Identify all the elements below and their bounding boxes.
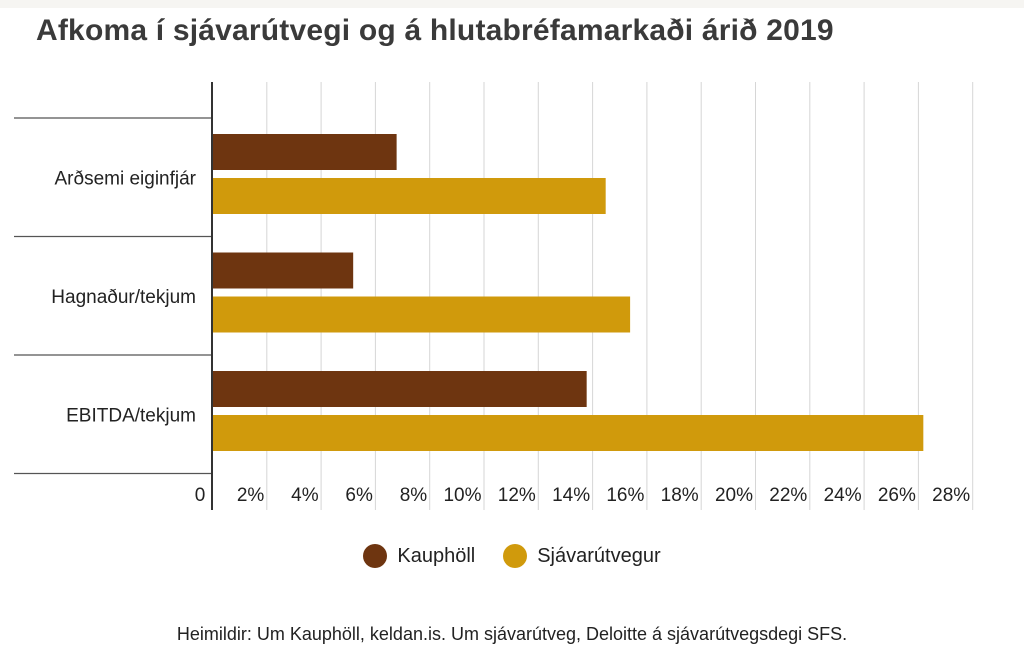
bar <box>212 296 631 333</box>
bar-chart: Arðsemi eiginfjár Hagnaður/tekjum EBITDA/t… <box>14 82 974 510</box>
source-note: Heimildir: Um Kauphöll, keldan.is. Um sj… <box>176 624 848 644</box>
legend-item-kauphöll: Kauphöll <box>363 544 475 568</box>
category-separators <box>14 117 212 475</box>
bar <box>212 371 587 407</box>
category-label: Arðsemi eiginfjár <box>55 168 197 189</box>
legend-label-sjavarutvegur: Sjávarútvegur <box>537 544 661 567</box>
legend-swatch-sjavarutvegur <box>503 544 528 568</box>
x-tick-label: 18% <box>661 485 699 506</box>
legend: Kauphöll Sjávarútvegur <box>0 544 1024 568</box>
top-band <box>0 0 1024 8</box>
category-label: Hagnaður/tekjum <box>51 287 196 308</box>
x-tick-label: 10% <box>443 485 481 506</box>
category-labels: Arðsemi eiginfjár Hagnaður/tekjum EBITDA/t… <box>51 168 196 426</box>
x-tick-label: 22% <box>769 485 807 506</box>
legend-item-sjavarutvegur: Sjávarútvegur <box>503 544 661 568</box>
category-label: EBITDA/tekjum <box>66 405 196 426</box>
x-tick-label: 16% <box>606 485 644 506</box>
x-tick-label: 6% <box>345 485 373 506</box>
legend-swatch-kauphöll <box>363 544 388 568</box>
bars <box>212 134 924 451</box>
x-tick-labels: 0 2% 4% 6% 8% 10% 12% 14% 16% 18% 20% 22% 24% 26% 28% <box>195 485 971 506</box>
x-tick-label: 0 <box>195 485 206 506</box>
x-tick-label: 8% <box>400 485 428 506</box>
x-tick-label: 20% <box>715 485 753 506</box>
bar <box>212 178 606 214</box>
legend-label-kauphöll: Kauphöll <box>397 544 476 567</box>
bar <box>212 252 354 289</box>
x-tick-label: 12% <box>498 485 536 506</box>
chart-title: Afkoma í sjávarútvegi og á hlutabréfamar… <box>36 14 834 47</box>
x-tick-label: 28% <box>932 485 970 506</box>
bar <box>212 134 397 170</box>
x-tick-label: 26% <box>878 485 916 506</box>
x-tick-label: 14% <box>552 485 590 506</box>
bar <box>212 415 924 451</box>
x-tick-label: 24% <box>824 485 862 506</box>
x-tick-label: 2% <box>237 485 265 506</box>
x-tick-label: 4% <box>291 485 319 506</box>
